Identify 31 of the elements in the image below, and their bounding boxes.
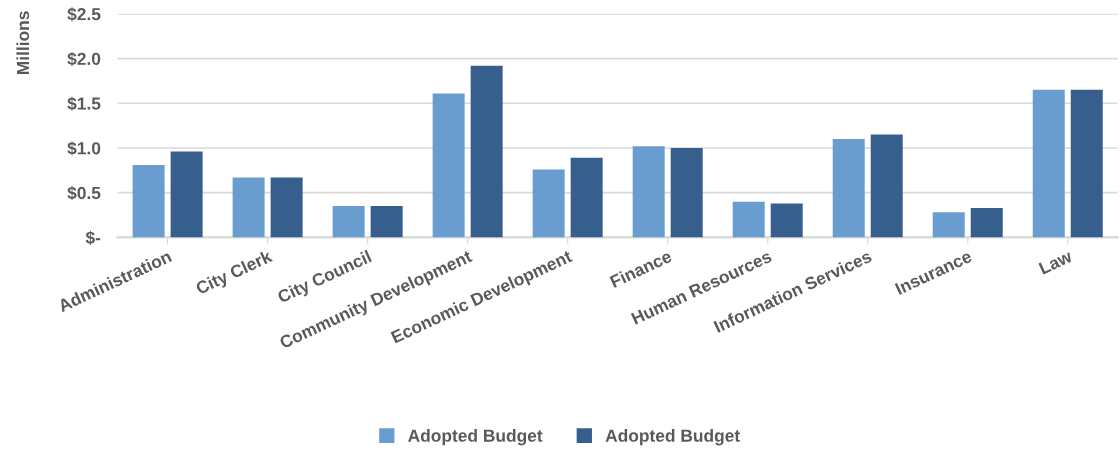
bar [670,147,703,238]
bar [970,207,1003,238]
y-tick-label: $1.0 [67,141,101,156]
x-tick-label: City Clerk [194,249,275,298]
bar [570,157,603,238]
bar [1070,89,1103,238]
y-tick-label: $2.5 [67,7,101,22]
y-tick-label: $2.0 [67,51,101,67]
legend-label: Adopted Budget [605,429,740,446]
bar [432,93,465,238]
bar [532,169,565,238]
bar [870,134,903,238]
bar [770,203,803,238]
bar [270,177,303,238]
y-tick-label: $1.5 [67,96,101,111]
bar [732,201,765,238]
y-tick-label: $0.5 [67,186,101,201]
bar [632,146,665,238]
bar [932,212,965,238]
bar [132,164,165,238]
x-tick-label: Law [1038,249,1074,275]
bar [470,65,503,238]
bar [232,177,265,238]
bar [1032,89,1065,238]
y-tick-label: $- [85,230,101,245]
y-axis-title: Millions [16,11,30,75]
bar [832,139,865,238]
bar [332,206,365,238]
bar [370,206,403,238]
legend-label: Adopted Budget [408,429,543,446]
bar [170,151,203,238]
